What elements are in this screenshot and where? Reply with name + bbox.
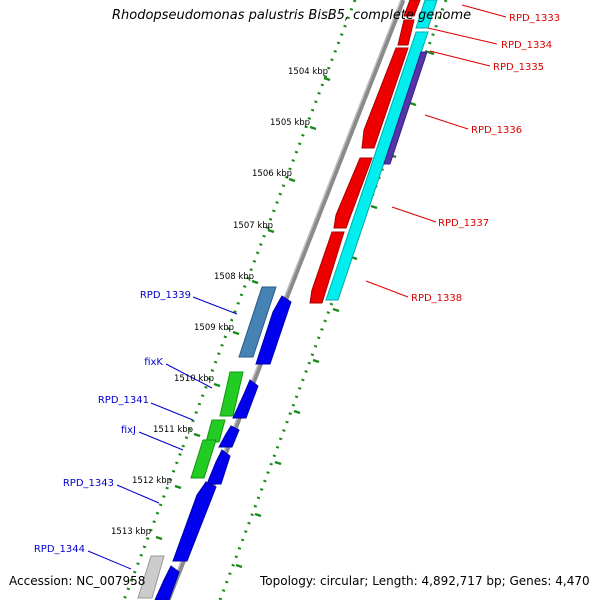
major-tick	[288, 177, 296, 183]
leader-rpd-1339	[192, 296, 238, 315]
scale-label: 1508 kbp	[214, 272, 254, 282]
gene-label-rpd-1338[interactable]: RPD_1338	[411, 293, 462, 304]
major-tick	[235, 563, 243, 569]
gene-label-rpd-1337[interactable]: RPD_1337	[438, 218, 489, 229]
gene-feature-rpd-1338[interactable]	[309, 231, 345, 304]
gene-label-rpd-1335[interactable]: RPD_1335	[493, 62, 544, 73]
gene-label-rpd-1339[interactable]: RPD_1339	[140, 290, 191, 301]
gene-label-rpd-1341[interactable]: RPD_1341	[98, 395, 149, 406]
map-title: Rhodopseudomonas palustris BisB5, comple…	[112, 8, 472, 23]
scale-label: 1507 kbp	[233, 221, 273, 231]
gene-feature-rpd-1339[interactable]	[255, 295, 292, 365]
major-tick	[332, 307, 340, 313]
gene-feature-rpd-1343[interactable]	[172, 481, 217, 562]
major-tick	[274, 460, 282, 466]
major-tick	[254, 512, 262, 518]
gene-label-rpd-1336[interactable]: RPD_1336	[471, 125, 522, 136]
major-tick	[155, 535, 163, 541]
scale-label: 1511 kbp	[153, 425, 193, 435]
leader-rpd-1336	[424, 114, 469, 130]
leader-rpd-1338	[365, 280, 409, 298]
scale-label: 1504 kbp	[288, 67, 328, 77]
scale-label: 1509 kbp	[194, 323, 234, 333]
major-tick	[193, 432, 201, 438]
leader-rpd-1334	[427, 27, 498, 45]
leader-rpd-1344	[87, 550, 132, 570]
gene-label-rpd-1344[interactable]: RPD_1344	[34, 544, 85, 555]
major-tick	[251, 279, 259, 285]
scale-labels: 1504 kbp 1505 kbp 1506 kbp 1507 kbp 1508…	[111, 67, 328, 537]
label-leader-lines	[87, 4, 507, 570]
gene-label-rpd-1333[interactable]: RPD_1333	[509, 13, 560, 24]
gene-feature-rpd-1344-gray[interactable]	[137, 555, 165, 599]
leader-rpd-1333	[461, 4, 507, 18]
gene-label-fixk[interactable]: fixK	[144, 357, 163, 368]
major-tick	[309, 125, 317, 131]
reverse-gene-labels: RPD_1333 RPD_1334 RPD_1335 RPD_1336 RPD_…	[411, 13, 560, 304]
major-ticks	[155, 50, 435, 569]
major-tick	[293, 409, 301, 415]
major-tick	[409, 101, 417, 107]
scale-label: 1513 kbp	[111, 527, 151, 537]
major-tick	[323, 76, 331, 82]
leader-fixk	[165, 363, 213, 389]
major-tick	[232, 330, 240, 336]
gene-feature-rpd-1341-green[interactable]	[205, 419, 226, 443]
scale-label: 1512 kbp	[132, 476, 172, 486]
gene-feature-rpd-1339-steel[interactable]	[238, 286, 277, 358]
gene-feature-rpd-1335-cyan[interactable]	[325, 31, 429, 301]
major-tick	[427, 50, 435, 56]
gene-feature-rpd-1334[interactable]	[397, 19, 415, 46]
leader-fixj	[138, 431, 184, 451]
gene-feature-rpd-1337[interactable]	[333, 157, 373, 229]
major-tick	[213, 382, 221, 388]
gene-feature-fixk-green[interactable]	[219, 371, 244, 417]
topology-label: Topology: circular; Length: 4,892,717 bp…	[260, 574, 590, 588]
gene-feature-rpd-1336[interactable]	[383, 51, 428, 165]
scale-label: 1510 kbp	[174, 374, 214, 384]
major-tick	[370, 204, 378, 210]
gene-label-fixj[interactable]: fixJ	[121, 425, 136, 436]
forward-gene-labels: RPD_1339 fixK RPD_1341 fixJ RPD_1343 RPD…	[34, 290, 191, 555]
scale-label: 1506 kbp	[252, 169, 292, 179]
gene-label-rpd-1343[interactable]: RPD_1343	[63, 478, 114, 489]
gene-feature-rpd-1333[interactable]	[403, 0, 421, 17]
leader-rpd-1337	[391, 206, 437, 223]
major-tick	[267, 228, 275, 234]
forward-strand-track	[137, 286, 292, 601]
leader-rpd-1343	[116, 484, 160, 504]
leader-rpd-1341	[150, 402, 194, 421]
major-tick	[312, 358, 320, 364]
leader-rpd-1335	[429, 50, 491, 67]
accession-label: Accession: NC_007958	[9, 574, 146, 588]
scale-label: 1505 kbp	[270, 118, 310, 128]
reverse-strand-track	[309, 0, 438, 304]
gene-feature-fixj-green[interactable]	[190, 439, 217, 479]
gene-feature-fixj[interactable]	[206, 449, 231, 485]
gene-label-rpd-1334[interactable]: RPD_1334	[501, 40, 552, 51]
gene-feature-rpd-1335[interactable]	[361, 47, 409, 149]
gene-feature-rpd-1341[interactable]	[218, 425, 240, 448]
major-tick	[174, 484, 182, 490]
gene-feature-fixk[interactable]	[232, 379, 259, 419]
